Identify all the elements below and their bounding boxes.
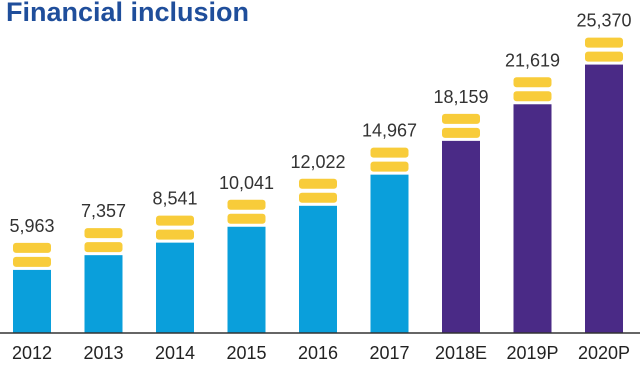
bar-2013	[84, 255, 123, 333]
bar-cap-lower-2018E	[442, 127, 480, 138]
bar-2019P	[513, 104, 552, 333]
bar-cap-upper-2012	[13, 242, 51, 253]
x-tick-label-2015: 2015	[226, 343, 266, 363]
bar-cap-lower-2019P	[513, 91, 552, 102]
x-tick-label-2016: 2016	[298, 343, 338, 363]
bar-2020P	[585, 64, 623, 334]
bar-2015	[227, 226, 266, 333]
value-label-2019P: 21,619	[505, 50, 560, 70]
bar-cap-lower-2014	[156, 229, 194, 240]
value-label-2016: 12,022	[290, 152, 345, 172]
bar-cap-upper-2017	[370, 147, 409, 158]
value-label-2012: 5,963	[9, 216, 54, 236]
bar-cap-lower-2015	[227, 213, 266, 224]
bar-2018E	[442, 140, 480, 333]
chart-title: Financial inclusion	[6, 0, 250, 27]
bar-cap-upper-2015	[227, 199, 266, 210]
value-label-2020P: 25,370	[576, 11, 631, 31]
bar-cap-lower-2016	[299, 192, 337, 203]
value-label-2014: 8,541	[152, 189, 197, 209]
x-tick-label-2014: 2014	[155, 343, 195, 363]
bar-cap-upper-2020P	[585, 37, 623, 48]
x-tick-label-2020P: 2020P	[578, 343, 630, 363]
bar-2017	[370, 174, 409, 333]
bar-cap-lower-2017	[370, 161, 409, 172]
x-tick-label-2012: 2012	[12, 343, 52, 363]
bar-2012	[13, 269, 51, 333]
bar-cap-upper-2019P	[513, 77, 552, 88]
x-tick-label-2019P: 2019P	[506, 343, 558, 363]
value-label-2015: 10,041	[219, 173, 274, 193]
value-label-2013: 7,357	[81, 201, 126, 221]
bar-2016	[299, 205, 337, 333]
value-label-2018E: 18,159	[433, 87, 488, 107]
bar-cap-upper-2014	[156, 215, 194, 226]
bar-2014	[156, 242, 194, 333]
x-tick-label-2018E: 2018E	[435, 343, 487, 363]
bar-cap-upper-2013	[84, 228, 123, 239]
bar-cap-lower-2013	[84, 242, 123, 253]
bar-cap-lower-2020P	[585, 51, 623, 62]
x-tick-label-2013: 2013	[83, 343, 123, 363]
bar-cap-lower-2012	[13, 256, 51, 267]
x-tick-label-2017: 2017	[369, 343, 409, 363]
value-label-2017: 14,967	[362, 121, 417, 141]
bar-cap-upper-2018E	[442, 113, 480, 124]
bar-cap-upper-2016	[299, 178, 337, 189]
